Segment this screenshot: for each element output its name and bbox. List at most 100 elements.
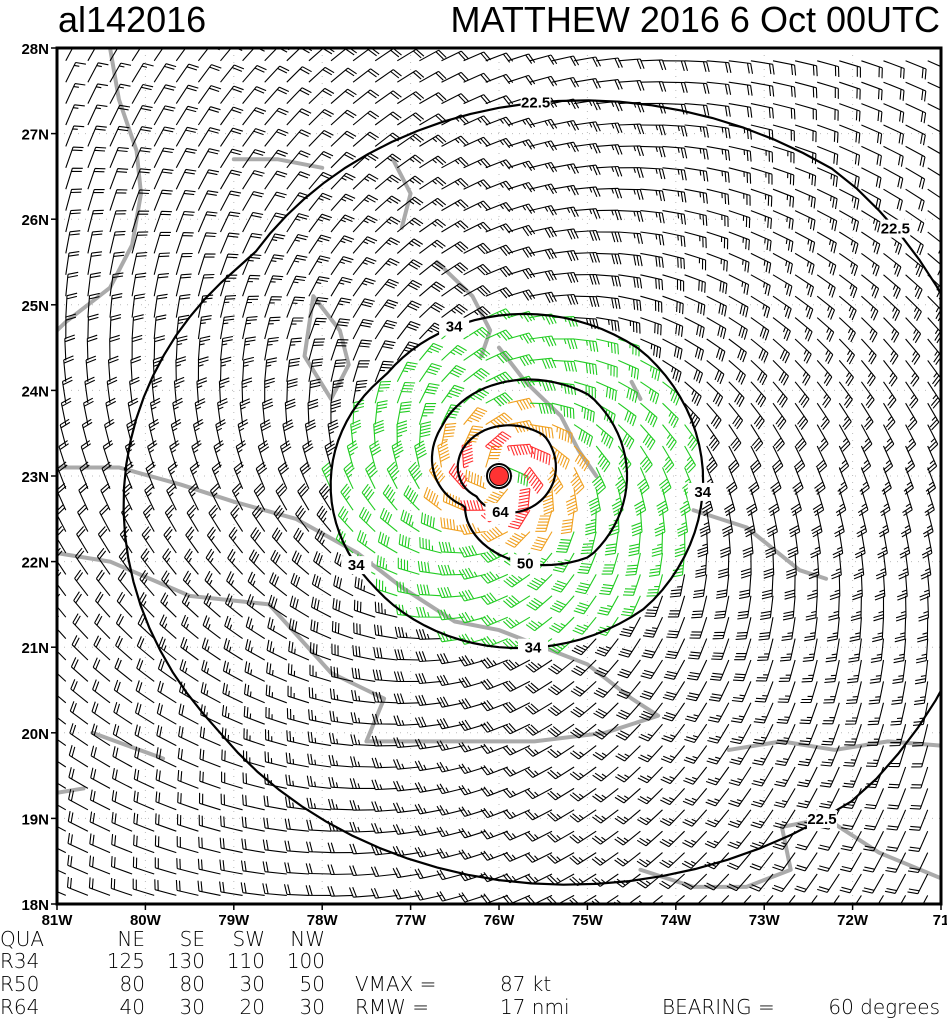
wind-barb	[115, 635, 133, 661]
wind-barb	[220, 148, 243, 169]
wind-barb	[750, 145, 774, 163]
wind-barb	[175, 210, 195, 233]
wind-barb	[220, 169, 242, 190]
wind-barb	[524, 809, 553, 821]
wind-barb	[352, 48, 380, 62]
wind-barb	[907, 852, 929, 874]
wind-barb	[905, 252, 924, 278]
wind-barb	[305, 885, 332, 896]
wind-barb	[551, 141, 579, 153]
wind-barb	[750, 60, 775, 75]
wind-barb	[524, 830, 553, 842]
wind-barb	[382, 484, 398, 511]
wind-barb	[179, 659, 199, 682]
wind-barb	[57, 825, 67, 832]
wind-barb	[660, 766, 686, 785]
wind-barb	[572, 616, 597, 635]
wind-barb	[927, 103, 941, 111]
wind-barb	[284, 818, 309, 832]
wind-barb	[662, 402, 679, 429]
wind-barb	[573, 381, 596, 399]
wind-barb	[65, 48, 74, 62]
wind-barb	[575, 574, 597, 595]
wind-barb	[135, 680, 155, 704]
wind-barb	[766, 510, 778, 538]
wind-barb	[772, 317, 791, 342]
wind-barb	[646, 574, 664, 597]
wind-barb	[662, 124, 688, 137]
wind-barb	[640, 402, 658, 428]
wind-barb	[574, 273, 600, 285]
wind-barb	[772, 381, 788, 408]
wind-barb	[751, 788, 774, 808]
wind-barb	[396, 154, 424, 169]
wind-barb	[222, 660, 243, 682]
wind-barb	[226, 571, 243, 597]
wind-barb	[153, 210, 172, 233]
wind-barb	[591, 852, 619, 866]
wind-barb	[371, 779, 398, 791]
wind-barb	[838, 317, 856, 343]
wind-barb	[243, 705, 265, 725]
wind-barb	[507, 53, 536, 64]
wind-barb	[374, 319, 398, 340]
wind-barb	[640, 359, 661, 382]
wind-barb	[524, 852, 553, 863]
wind-barb	[393, 737, 420, 748]
wind-barb	[436, 761, 464, 773]
wind-barb	[640, 145, 666, 158]
wind-barb	[242, 316, 258, 340]
wind-barb	[734, 638, 752, 661]
wind-barb	[883, 145, 904, 167]
wind-barb	[569, 766, 597, 781]
wind-barb	[617, 402, 637, 427]
axis-ticks: 81W28N80W27N79W26N78W25N77W24N76W23N75W2…	[21, 41, 947, 929]
wind-barb	[872, 617, 885, 643]
wind-barb	[65, 61, 86, 83]
wind-barb	[761, 574, 774, 600]
wind-barb	[197, 127, 221, 147]
wind-barb	[706, 210, 729, 228]
wind-barb	[773, 809, 796, 829]
table-cell: 30	[240, 972, 265, 996]
wind-barb	[349, 778, 376, 789]
wind-barb	[894, 617, 907, 643]
wind-barb	[764, 531, 777, 559]
wind-barb	[175, 335, 188, 361]
wind-barb	[797, 766, 818, 788]
wind-barb	[131, 62, 154, 83]
wind-barb	[905, 274, 923, 300]
wind-barb	[351, 689, 376, 704]
wind-barb	[631, 510, 643, 537]
wind-barb	[287, 685, 310, 704]
coastline	[90, 730, 166, 761]
wind-barb	[175, 105, 199, 126]
wind-barb	[109, 230, 126, 254]
wind-barb	[596, 274, 622, 287]
wind-barb	[57, 738, 67, 747]
wind-barb	[927, 124, 941, 133]
wind-barb	[136, 658, 155, 682]
wind-barb	[65, 292, 78, 318]
wind-barb	[772, 830, 796, 851]
wind-barb	[786, 552, 797, 580]
wind-barb	[750, 295, 771, 319]
wind-barb	[178, 703, 199, 725]
wind-barb	[219, 881, 243, 896]
wind-barb	[529, 118, 558, 130]
wind-barb	[883, 424, 895, 452]
wind-barb	[262, 861, 287, 875]
contour-label: 22.5	[521, 95, 550, 112]
wind-barb	[880, 488, 891, 517]
wind-barb	[755, 659, 774, 682]
wind-barb	[817, 852, 840, 872]
wind-barb	[750, 338, 769, 363]
wind-barb	[370, 866, 398, 878]
wind-barb	[686, 659, 708, 681]
wind-barb	[927, 360, 941, 387]
wind-barb	[595, 424, 614, 449]
wind-barb	[419, 260, 446, 276]
wind-barb	[817, 81, 839, 99]
wind-barb	[721, 510, 734, 538]
wind-barb	[253, 483, 266, 511]
